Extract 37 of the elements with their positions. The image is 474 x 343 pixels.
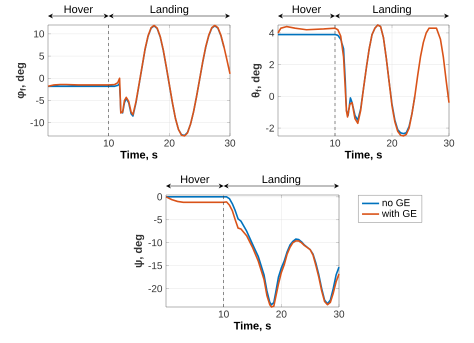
text: Landing	[150, 5, 188, 16]
y-tick-label: -5	[154, 216, 162, 224]
legend-label: with GE	[382, 210, 416, 218]
x-tick-label: 30	[224, 140, 236, 147]
y-tick-label: 0	[269, 92, 274, 100]
x-tick-label: 10	[218, 310, 229, 318]
text: Landing	[373, 5, 411, 16]
x-tick-label: 20	[276, 310, 287, 318]
text: Hover	[292, 5, 321, 14]
x-tick-label: 10	[104, 140, 114, 147]
x-tick-label: 30	[444, 140, 454, 147]
x-axis-title: Time, s	[234, 321, 271, 332]
text: Landing	[262, 175, 300, 186]
y-tick-label: -10	[30, 119, 44, 126]
y-tick-label: 10	[34, 30, 44, 38]
text: Hover	[64, 5, 93, 14]
y-tick-label: -5	[36, 96, 44, 104]
y-axis-title: ψ, deg	[134, 234, 144, 268]
x-tick-label: 10	[330, 140, 340, 147]
x-axis-title: Time, s	[120, 150, 158, 160]
y-tick-label: -15	[148, 262, 162, 270]
y-tick-label: -20	[148, 285, 162, 292]
y-axis-title: φ$_{f}$, deg	[16, 62, 26, 98]
y-tick-label: 5	[39, 52, 44, 60]
y-tick-label: -10	[148, 239, 162, 246]
legend-label: no GE	[382, 199, 410, 206]
y-tick-label: 0	[157, 193, 162, 200]
x-tick-label: 20	[386, 140, 398, 147]
y-tick-label: 0	[39, 74, 44, 82]
x-axis-title: Time, s	[344, 150, 382, 160]
y-axis-title: θ$_{f}$, deg	[251, 64, 262, 98]
x-tick-label: 30	[334, 310, 344, 318]
y-tick-label: 4	[269, 29, 274, 36]
x-tick-label: 20	[164, 140, 175, 147]
y-tick-label: 2	[269, 61, 274, 68]
y-tick-label: -2	[266, 124, 274, 132]
text: Hover	[181, 175, 210, 184]
